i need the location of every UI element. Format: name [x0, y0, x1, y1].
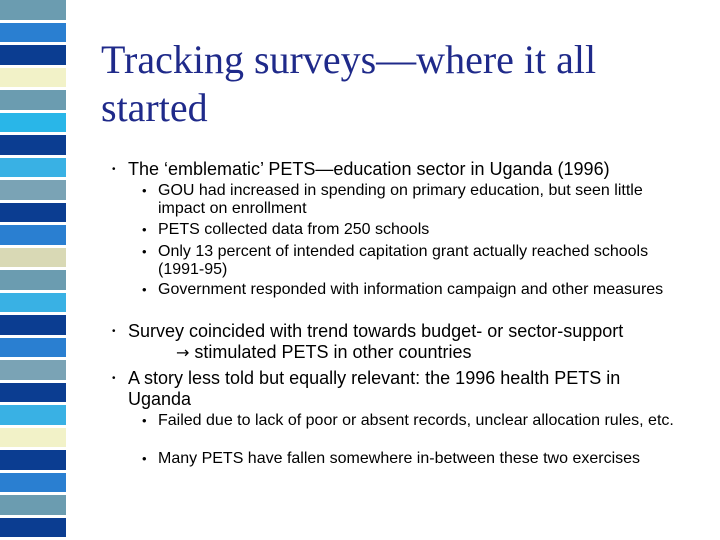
sub-bullet-13-percent: • Only 13 percent of intended capitation…: [142, 243, 678, 279]
stripe-block: [0, 427, 66, 450]
stripe-block: [0, 337, 66, 360]
stripe-block: [0, 292, 66, 315]
bullet-text: GOU had increased in spending on primary…: [158, 182, 643, 217]
stripe-block: [0, 112, 66, 135]
stripe-block: [0, 472, 66, 495]
bullet-icon: •: [142, 244, 147, 259]
bullet-text: Failed due to lack of poor or absent rec…: [158, 412, 674, 429]
bullet-text: Many PETS have fallen somewhere in-betwe…: [158, 450, 641, 467]
sub-bullet-failed: • Failed due to lack of poor or absent r…: [142, 412, 678, 430]
bullet-item-health-pets: • A story less told but equally relevant…: [112, 368, 688, 410]
bullet-text: Government responded with information ca…: [158, 281, 664, 298]
bullet-text: Only 13 percent of intended capitation g…: [158, 243, 649, 278]
bullet-text: A story less told but equally relevant: …: [128, 368, 621, 409]
bullet-text: The ‘emblematic’ PETS—education sector i…: [128, 159, 610, 179]
sub-bullet-250-schools: • PETS collected data from 250 schools: [142, 221, 678, 239]
bullet-icon: •: [142, 222, 147, 237]
stripe-block: [0, 90, 66, 113]
stripe-block: [0, 315, 66, 338]
continuation-line: → stimulated PETS in other countries: [128, 342, 688, 363]
stripe-block: [0, 157, 66, 180]
bullet-item-pets-education: • The ‘emblematic’ PETS—education sector…: [112, 159, 688, 180]
stripe-block: [0, 360, 66, 383]
stripe-block: [0, 202, 66, 225]
decorative-stripe: [0, 0, 66, 540]
stripe-block: [0, 270, 66, 293]
stripe-block: [0, 405, 66, 428]
bullet-icon: •: [112, 373, 116, 384]
sub-bullet-government-response: • Government responded with information …: [142, 281, 678, 299]
stripe-block: [0, 225, 66, 248]
stripe-block: [0, 45, 66, 68]
bullet-icon: •: [142, 451, 147, 466]
arrow-right-icon: →: [176, 343, 190, 362]
stripe-block: [0, 135, 66, 158]
stripe-block: [0, 382, 66, 405]
bullet-icon: •: [112, 326, 116, 337]
bullet-icon: •: [142, 282, 147, 297]
stripe-block: [0, 450, 66, 473]
stripe-block: [0, 180, 66, 203]
stripe-block: [0, 247, 66, 270]
continuation-text: stimulated PETS in other countries: [194, 342, 472, 362]
bullet-text: PETS collected data from 250 schools: [158, 221, 430, 238]
sub-bullet-gou-spending: • GOU had increased in spending on prima…: [142, 182, 678, 218]
slide-title: Tracking surveys—where it all started: [101, 37, 597, 130]
stripe-block: [0, 495, 66, 518]
stripe-block: [0, 67, 66, 90]
sub-bullet-many-pets: • Many PETS have fallen somewhere in-bet…: [142, 450, 678, 468]
bullet-text: Survey coincided with trend towards budg…: [128, 321, 624, 341]
bullet-icon: •: [142, 183, 147, 198]
stripe-block: [0, 517, 66, 540]
stripe-block: [0, 0, 66, 23]
bullet-icon: •: [142, 413, 147, 428]
stripe-block: [0, 22, 66, 45]
bullet-icon: •: [112, 164, 116, 175]
bullet-item-survey-coincided: • Survey coincided with trend towards bu…: [112, 321, 688, 363]
